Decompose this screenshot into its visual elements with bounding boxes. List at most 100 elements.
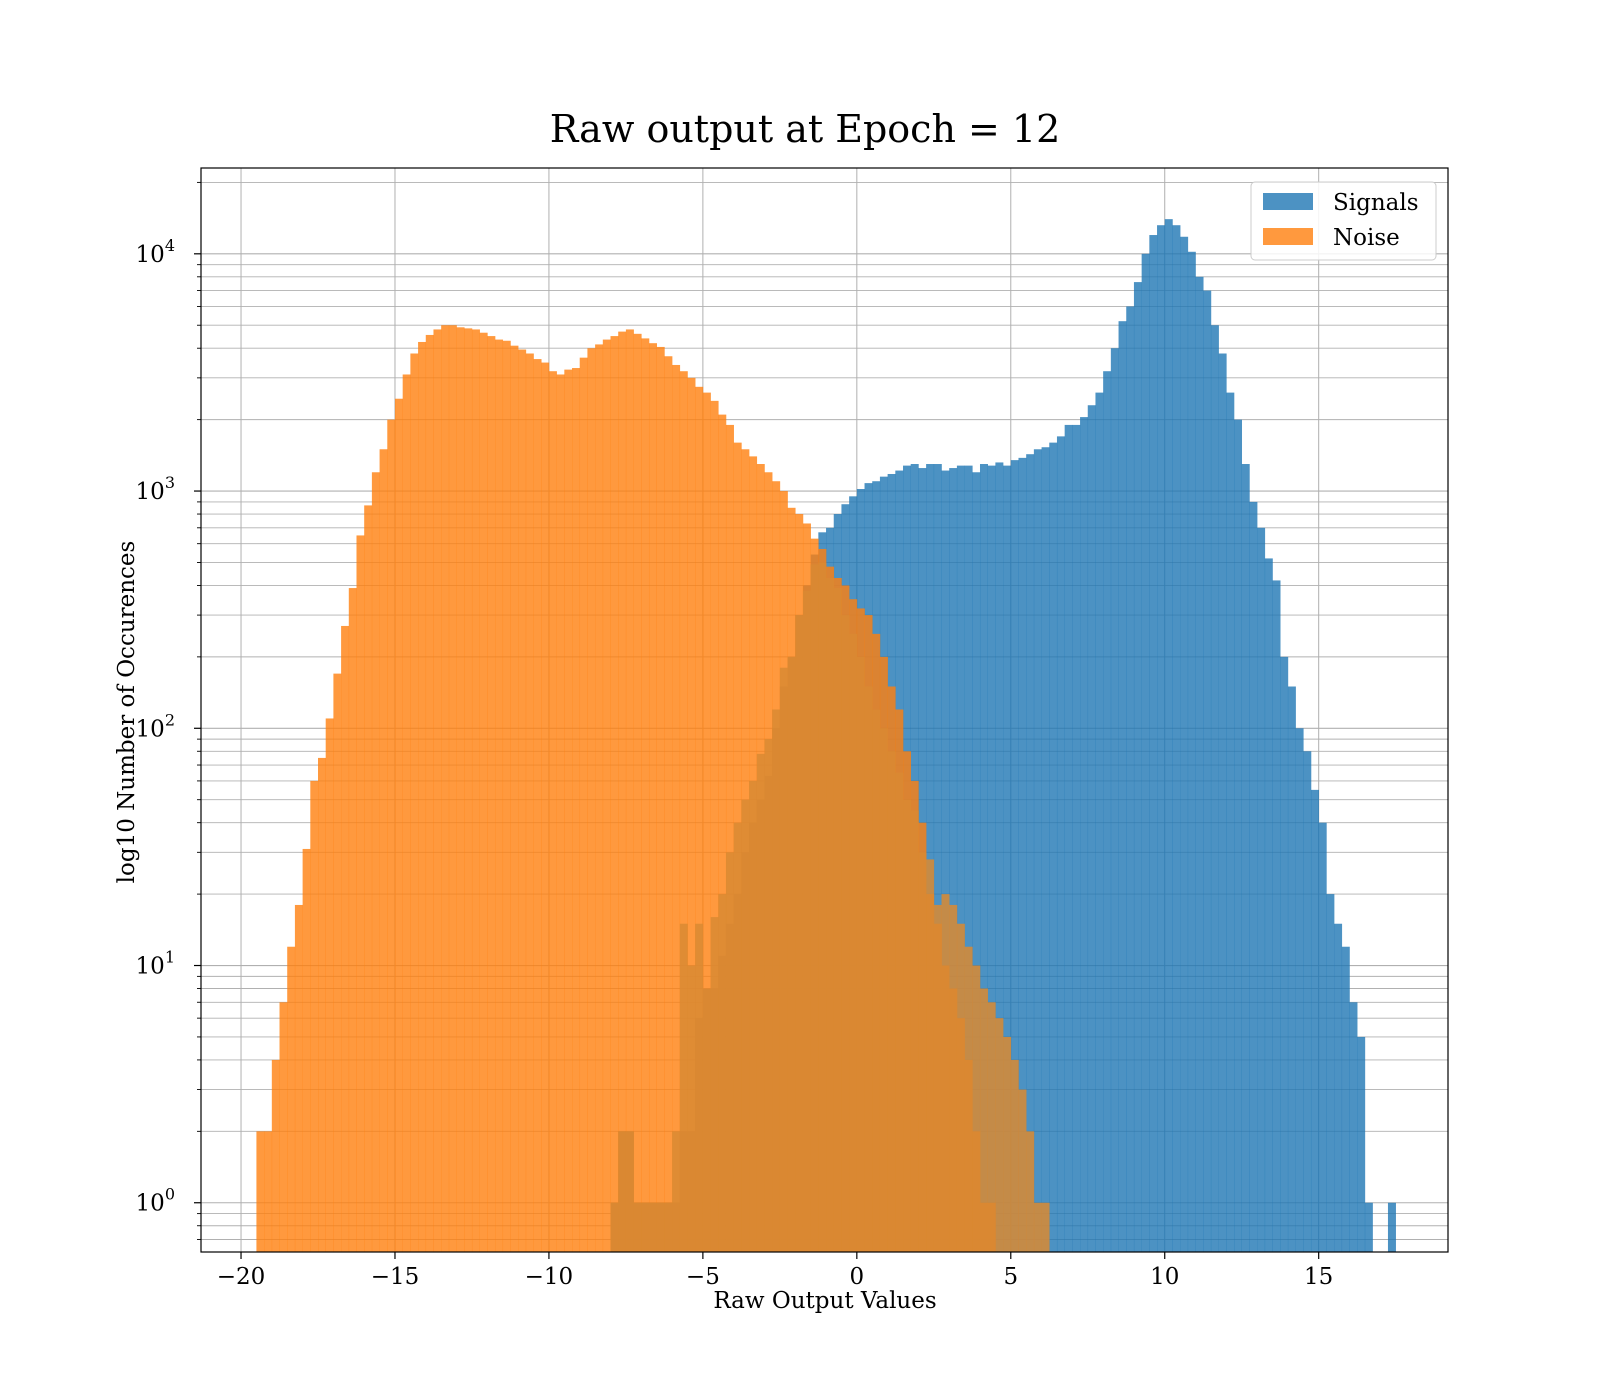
histogram-bar [641, 1202, 650, 1252]
histogram-bar [679, 371, 688, 1252]
histogram-bar [610, 336, 619, 1252]
histogram-bar [972, 965, 981, 1252]
histogram-bar [1257, 527, 1266, 1252]
histogram-bar [464, 328, 473, 1253]
histogram-bar [1264, 558, 1273, 1252]
histogram-bar [710, 400, 719, 1252]
histogram-bar [1387, 1202, 1396, 1252]
histogram-bar [995, 462, 1004, 1253]
histogram-bar [941, 894, 950, 1252]
x-tick-label: 0 [850, 1264, 865, 1290]
histogram-bar [1334, 923, 1343, 1252]
histogram-bar [648, 343, 657, 1253]
histogram-bar [779, 667, 788, 1252]
histogram-bar [394, 398, 403, 1252]
histogram-bar [1203, 290, 1212, 1252]
histogram-bar [310, 780, 319, 1252]
histogram-bar [1049, 442, 1058, 1252]
histogram-bar [672, 1131, 681, 1252]
histogram-bar [903, 799, 912, 1252]
histogram-bar [949, 904, 958, 1252]
histogram-bar [1249, 501, 1258, 1252]
histogram-bar [687, 965, 696, 1252]
histogram-bar [410, 353, 419, 1253]
histogram-bar [1164, 219, 1173, 1253]
y-tick-label: 100 [136, 1185, 175, 1217]
histogram-bar [810, 564, 819, 1252]
histogram-bar [264, 1131, 273, 1252]
histogram-bar [718, 894, 727, 1252]
histogram-bar [610, 1202, 619, 1252]
histogram-bar [471, 329, 480, 1252]
y-tick-label: 104 [136, 236, 175, 268]
histogram-bar [1072, 424, 1081, 1252]
histogram-bar [641, 338, 650, 1252]
histogram-bar [1187, 251, 1196, 1252]
histogram-bar [1064, 424, 1073, 1252]
histogram-bar [356, 535, 365, 1252]
histogram-bar [1195, 276, 1204, 1252]
histogram-bar [287, 946, 296, 1252]
histogram-bar [402, 374, 411, 1252]
histogram-bar [933, 464, 942, 1253]
y-axis-ticks: 100 101 102 103 104 [136, 181, 201, 1240]
histogram-bar [1110, 348, 1119, 1252]
histogram-bar [256, 1131, 265, 1252]
histogram-bar [941, 470, 950, 1252]
histogram-bar [764, 739, 773, 1252]
histogram-bar [802, 590, 811, 1252]
histogram-bar [633, 333, 642, 1252]
histogram-bar [425, 334, 434, 1252]
histogram-bar [518, 349, 527, 1252]
histogram-bar [1080, 417, 1089, 1252]
histogram-bar [595, 344, 604, 1253]
histogram-bar [294, 904, 303, 1252]
histogram-bar [1210, 325, 1219, 1253]
histogram-bar [818, 562, 827, 1252]
histogram-bar [1087, 405, 1096, 1252]
histogram-bar [949, 468, 958, 1253]
histogram-bar [448, 325, 457, 1253]
legend-swatch-signals [1263, 193, 1313, 210]
x-axis-ticks: −20 −15 −10 −5 0 5 10 15 [217, 1252, 1333, 1290]
histogram-bar [879, 728, 888, 1252]
histogram-bar [1287, 686, 1296, 1252]
histogram-bars [256, 219, 1396, 1253]
histogram-bar [664, 1202, 673, 1252]
histogram-bar [826, 578, 835, 1252]
histogram-bar [1295, 728, 1304, 1252]
histogram-bar [702, 988, 711, 1252]
x-axis-label: Raw Output Values [713, 1288, 936, 1314]
series-overlap [610, 562, 1050, 1252]
histogram-bar [1318, 822, 1327, 1252]
histogram-bar [648, 1202, 657, 1252]
histogram-bar [679, 923, 688, 1252]
histogram-bar [695, 386, 704, 1252]
histogram-bar [502, 340, 511, 1252]
histogram-bar [371, 472, 380, 1252]
histogram-bar [725, 852, 734, 1252]
histogram-bar [1172, 225, 1181, 1252]
histogram-bar [1103, 371, 1112, 1252]
histogram-bar [479, 332, 488, 1252]
histogram-bar [979, 988, 988, 1252]
histogram-bar [556, 374, 565, 1252]
histogram-bar [1241, 464, 1250, 1253]
histogram-bar [1272, 580, 1281, 1252]
histogram-bar [926, 859, 935, 1252]
histogram-bar [895, 772, 904, 1252]
histogram-bar [441, 325, 450, 1253]
histogram-bar [718, 414, 727, 1253]
histogram-bar [733, 822, 742, 1252]
histogram-bar [633, 1202, 642, 1252]
histogram-bar [487, 336, 496, 1252]
histogram-bar [572, 368, 581, 1252]
histogram-bar [564, 369, 573, 1252]
histogram-bar [956, 465, 965, 1252]
legend-label-signals: Signals [1333, 190, 1419, 216]
histogram-bar [702, 392, 711, 1253]
histogram-bar [1234, 419, 1243, 1252]
histogram-bar [664, 356, 673, 1252]
histogram-bar [456, 327, 465, 1252]
